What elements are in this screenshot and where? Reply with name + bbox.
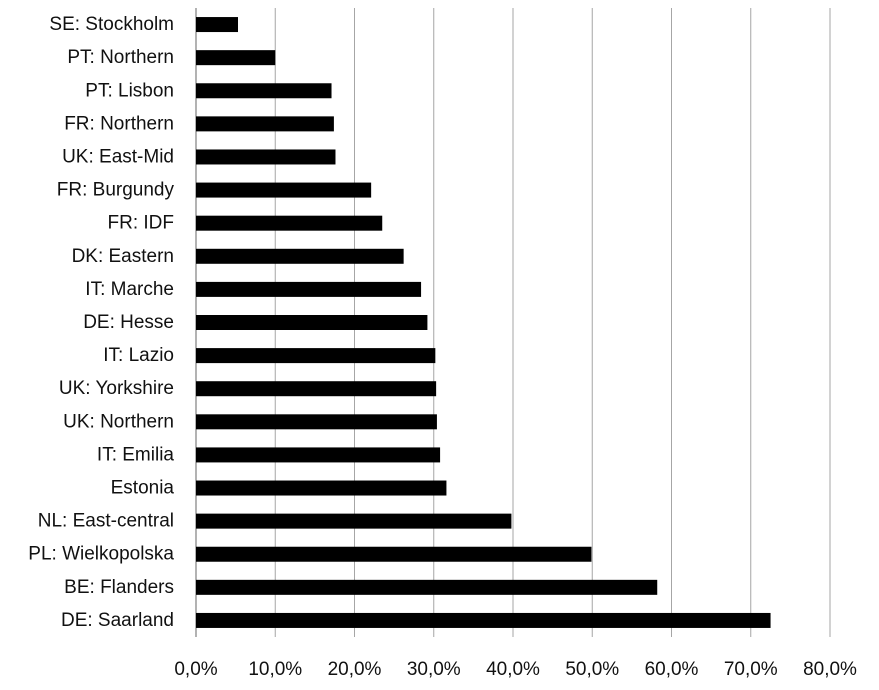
bar [196, 480, 447, 496]
bar [196, 116, 334, 132]
bar [196, 248, 404, 264]
x-tick-label: 10,0% [248, 659, 302, 680]
category-label: UK: Yorkshire [59, 378, 174, 399]
bar [196, 513, 512, 529]
x-tick-label: 40,0% [486, 659, 540, 680]
category-label: FR: Burgundy [57, 180, 175, 201]
category-labels: SE: Stockholm PT: Northern PT: Lisbon FR: N… [28, 14, 174, 631]
bars [196, 17, 771, 628]
bar [196, 215, 383, 231]
category-label: FR: Northern [64, 113, 174, 134]
bar [196, 83, 332, 99]
x-tick-label: 20,0% [328, 659, 382, 680]
bar [196, 315, 428, 330]
bar [196, 612, 771, 628]
category-label: PL: Wielkopolska [28, 544, 174, 565]
x-tick-label: 60,0% [645, 659, 699, 680]
category-label: DK: Eastern [72, 246, 174, 267]
bar [196, 447, 441, 463]
category-label: Estonia [111, 478, 175, 499]
category-label: UK: Northern [63, 411, 174, 432]
category-label: IT: Emilia [97, 444, 175, 465]
bar [196, 50, 276, 66]
bar [196, 182, 372, 198]
category-label: BE: Flanders [64, 577, 174, 598]
x-tick-labels: 0,0% 10,0% 20,0% 30,0% 40,0% 50,0% 60,0% 70,0% 8… [174, 659, 857, 680]
category-label: DE: Saarland [61, 610, 174, 631]
bar [196, 546, 592, 562]
bar [196, 381, 437, 397]
category-label: FR: IDF [108, 213, 175, 234]
x-tick-label: 50,0% [565, 659, 619, 680]
category-label: PT: Lisbon [85, 80, 174, 101]
bar [196, 579, 658, 595]
category-label: UK: East-Mid [62, 146, 174, 167]
x-tick-label: 70,0% [724, 659, 778, 680]
bar [196, 149, 336, 165]
category-label: IT: Lazio [103, 345, 174, 366]
category-label: SE: Stockholm [49, 14, 174, 35]
x-tick-label: 0,0% [174, 659, 217, 680]
bar [196, 17, 239, 33]
category-label: PT: Northern [67, 47, 174, 68]
x-tick-label: 80,0% [803, 659, 857, 680]
category-label: IT: Marche [85, 279, 174, 300]
category-label: NL: East-central [38, 511, 174, 532]
bar [196, 281, 422, 297]
x-tick-label: 30,0% [407, 659, 461, 680]
category-label: DE: Hesse [83, 312, 174, 333]
bar [196, 414, 437, 430]
bar [196, 348, 436, 364]
